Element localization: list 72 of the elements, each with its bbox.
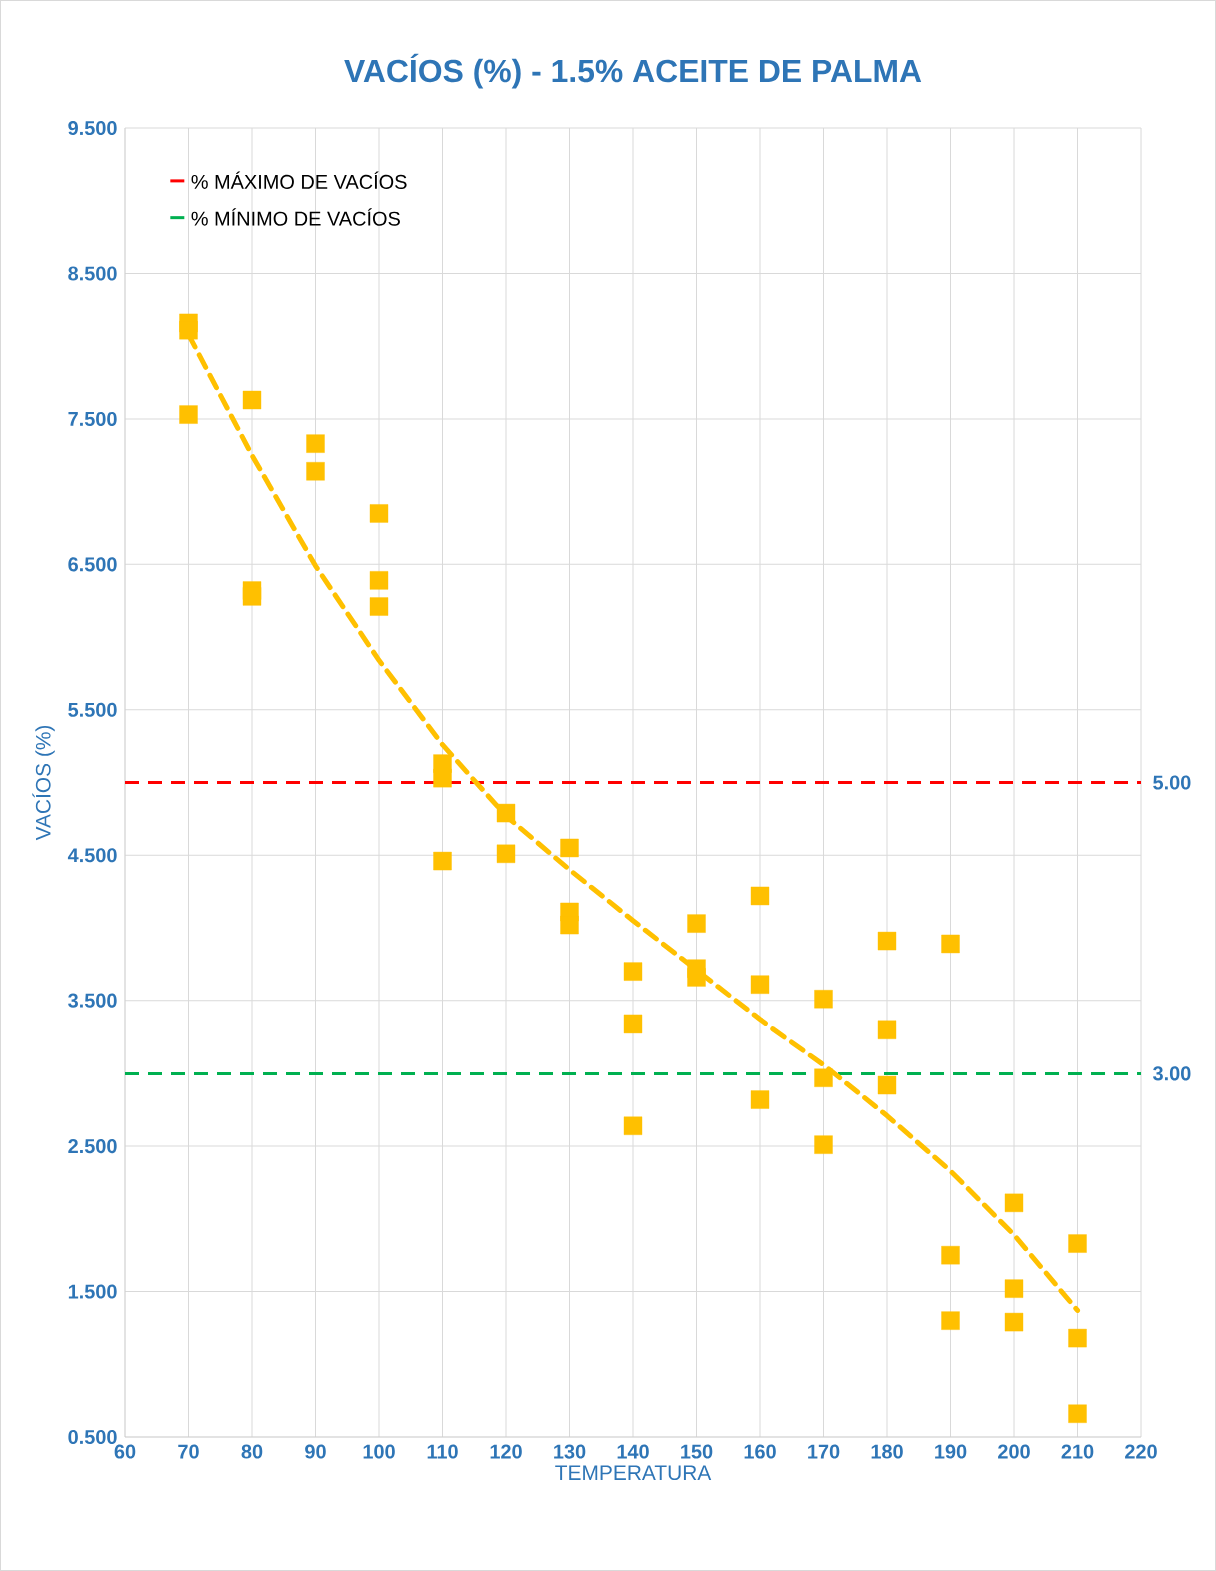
point (179, 321, 198, 340)
x-tick-label: 200 (998, 1444, 1030, 1459)
point (369, 597, 389, 616)
x-tick-label: 220 (1125, 1444, 1157, 1459)
point (433, 768, 452, 788)
point (750, 975, 770, 994)
point (1068, 1234, 1087, 1253)
x-tick-label: 180 (871, 1444, 903, 1459)
x-tick-label: 130 (554, 1444, 586, 1459)
point (369, 571, 389, 590)
x-tick-label: 190 (935, 1444, 967, 1459)
point (623, 1014, 643, 1034)
x-tick-label: 100 (363, 1444, 395, 1459)
point (687, 968, 706, 987)
y-tick-label: 8.500 (68, 266, 117, 281)
point (877, 1075, 897, 1095)
legend-label: % MÁXIMO DE VACÍOS (191, 171, 407, 189)
y-tick-label: 1.500 (68, 1284, 117, 1299)
x-tick-label: 70 (178, 1444, 199, 1459)
point (623, 962, 643, 981)
point (560, 838, 579, 858)
point (941, 1246, 960, 1265)
point (1068, 1328, 1087, 1348)
y-tick-label: 0.500 (68, 1429, 117, 1445)
x-axis-title: TEMPERATURA (555, 1465, 712, 1481)
point (1004, 1279, 1024, 1298)
x-tick-label: 210 (1061, 1444, 1094, 1459)
x-tick-label: 140 (617, 1444, 649, 1459)
point (1068, 1404, 1087, 1423)
y-tick-label: 3.500 (68, 993, 117, 1008)
point (433, 851, 452, 871)
legend-label: % MÍNIMO DE VACÍOS (191, 208, 400, 226)
point (560, 915, 579, 935)
y-axis-title: VACÍOS (%) (32, 725, 55, 841)
annotation: 5.00 (1153, 775, 1191, 790)
point (306, 462, 325, 481)
point (242, 587, 262, 606)
x-tick-label: 170 (808, 1444, 840, 1459)
chart-title: VACÍOS (%) - 1.5% ACEITE DE PALMA (344, 53, 922, 89)
point (941, 934, 960, 954)
point (496, 844, 516, 863)
point (877, 931, 897, 951)
x-tick-label: 60 (114, 1444, 136, 1459)
x-tick-label: 160 (744, 1444, 776, 1459)
x-tick-label: 150 (681, 1444, 713, 1459)
y-tick-label: 6.500 (68, 557, 117, 572)
x-tick-label: 80 (241, 1444, 263, 1459)
point (750, 886, 770, 906)
x-tick-label: 110 (427, 1444, 458, 1459)
x-tick-label: 120 (490, 1444, 522, 1459)
point (687, 914, 706, 933)
point (242, 390, 262, 410)
x-tick-label: 90 (305, 1444, 326, 1459)
point (496, 803, 516, 823)
y-tick-label: 4.500 (67, 848, 117, 863)
y-tick-label: 5.500 (68, 702, 117, 717)
point (814, 990, 833, 1009)
point (179, 405, 198, 424)
annotation: 3.00 (1152, 1066, 1191, 1081)
point (1004, 1193, 1024, 1213)
point (623, 1116, 643, 1135)
point (814, 1068, 833, 1087)
point (814, 1135, 833, 1154)
point (877, 1020, 897, 1039)
point (941, 1311, 960, 1330)
point (369, 504, 389, 523)
y-tick-label: 9.500 (68, 121, 117, 136)
point (750, 1090, 770, 1109)
y-tick-label: 7.500 (68, 411, 117, 426)
point (306, 434, 325, 453)
point (1004, 1312, 1024, 1332)
y-tick-label: 2.500 (68, 1139, 117, 1154)
